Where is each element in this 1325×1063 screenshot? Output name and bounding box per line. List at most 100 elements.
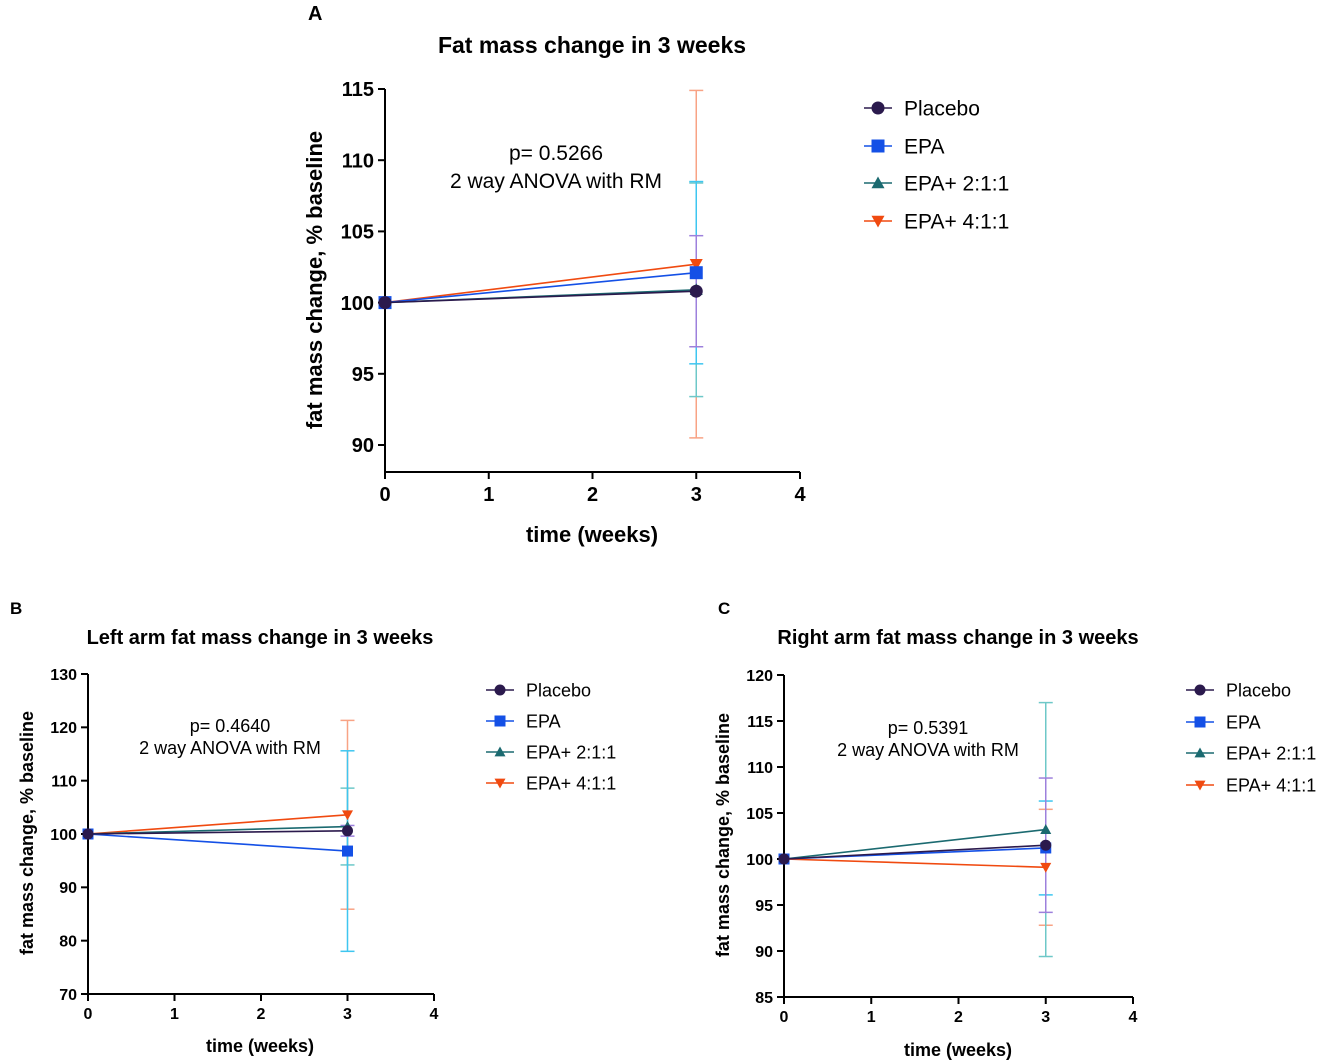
legend-marker [1194, 780, 1206, 791]
legend-label: EPA [1226, 712, 1261, 732]
legend-label: EPA+ 4:1:1 [526, 773, 616, 793]
legend-label: Placebo [526, 680, 591, 700]
panel-label: A [308, 3, 322, 25]
y-tick-label: 95 [352, 364, 374, 386]
x-tick-label: 0 [84, 1006, 93, 1023]
chart-title: Fat mass change in 3 weeks [438, 32, 746, 58]
legend-label: EPA+ 2:1:1 [526, 742, 616, 762]
p-value-annotation: p= 0.5391 [888, 718, 969, 738]
data-point [342, 825, 353, 837]
series-line [783, 844, 1046, 860]
y-tick-label: 130 [50, 667, 77, 684]
x-tick-label: 1 [170, 1006, 179, 1023]
legend-item: EPA+ 2:1:1 [864, 173, 1009, 196]
x-tick-label: 4 [794, 484, 806, 506]
p-value-annotation: p= 0.4640 [190, 716, 271, 736]
legend-item: Placebo [1186, 680, 1291, 700]
y-tick-label: 105 [746, 806, 773, 823]
x-tick-label: 4 [430, 1006, 439, 1023]
chart-title: Left arm fat mass change in 3 weeks [87, 627, 434, 649]
data-point [342, 810, 353, 821]
legend-item: Placebo [864, 98, 980, 121]
test-annotation: 2 way ANOVA with RM [450, 170, 662, 193]
legend-label: Placebo [1226, 680, 1291, 700]
legend-marker [871, 139, 885, 153]
series-line [384, 263, 697, 304]
y-tick-label: 100 [341, 293, 374, 315]
series-line [384, 290, 697, 304]
legend-marker [494, 715, 506, 727]
y-tick-label: 90 [755, 944, 773, 961]
series-line [783, 828, 1046, 860]
legend-item: EPA [864, 136, 944, 159]
legend-item: EPA [486, 711, 561, 731]
y-tick-label: 85 [755, 990, 773, 1007]
panel-label: B [10, 599, 22, 618]
y-tick-label: 110 [342, 150, 374, 172]
y-tick-label: 80 [59, 933, 77, 950]
y-tick-label: 100 [746, 852, 773, 869]
data-point [1040, 839, 1052, 851]
legend-label: EPA+ 2:1:1 [1226, 743, 1316, 763]
legend-marker [494, 746, 506, 757]
legend-marker [871, 176, 885, 189]
legend-item: Placebo [486, 680, 591, 700]
legend-item: EPA+ 4:1:1 [486, 773, 616, 793]
y-axis-label: fat mass change, % baseline [713, 713, 733, 957]
data-point [689, 266, 703, 280]
y-axis-label: fat mass change, % baseline [17, 711, 37, 955]
legend-marker [1194, 684, 1206, 696]
x-tick-label: 3 [343, 1006, 352, 1023]
legend-item: EPA+ 2:1:1 [486, 742, 616, 762]
legend-item: EPA+ 2:1:1 [1186, 743, 1316, 763]
legend-marker [871, 101, 885, 115]
panel-label: C [718, 599, 730, 618]
y-tick-label: 90 [352, 435, 374, 457]
x-tick-label: 1 [867, 1009, 876, 1026]
panel-a: A Fat mass change in 3 weeks 90 95 100 105 110… [302, 3, 1009, 547]
legend-marker [494, 684, 506, 696]
legend-marker [1194, 716, 1206, 728]
data-point [689, 258, 703, 271]
legend-label: EPA+ 4:1:1 [904, 211, 1009, 234]
legend-label: EPA [904, 136, 944, 159]
x-tick-label: 2 [954, 1009, 963, 1026]
x-axis-label: time (weeks) [904, 1040, 1012, 1060]
x-tick-label: 0 [780, 1009, 789, 1026]
x-tick-label: 1 [483, 484, 494, 506]
chart-title: Right arm fat mass change in 3 weeks [777, 627, 1138, 649]
y-axis-label: fat mass change, % baseline [302, 131, 327, 429]
data-point [378, 296, 392, 310]
y-tick-label: 120 [746, 668, 773, 685]
p-value-annotation: p= 0.5266 [509, 142, 603, 165]
y-tick-label: 110 [747, 760, 773, 777]
legend-marker [871, 215, 885, 228]
series-line [87, 830, 348, 835]
legend-label: EPA [526, 711, 561, 731]
y-tick-label: 115 [747, 714, 773, 731]
data-point [689, 284, 703, 298]
panel-b: B Left arm fat mass change in 3 weeks 70 80… [10, 599, 616, 1056]
y-tick-label: 95 [755, 898, 773, 915]
data-point [1040, 862, 1052, 873]
y-tick-label: 100 [50, 827, 77, 844]
x-axis-label: time (weeks) [206, 1036, 314, 1056]
legend-label: EPA+ 4:1:1 [1226, 775, 1316, 795]
y-tick-label: 105 [341, 222, 374, 244]
data-point [1040, 824, 1052, 834]
data-point [778, 853, 790, 865]
x-tick-label: 3 [691, 484, 702, 506]
x-tick-label: 2 [587, 484, 598, 506]
legend-item: EPA+ 4:1:1 [1186, 775, 1316, 795]
legend-label: EPA+ 2:1:1 [904, 173, 1009, 196]
legend-label: Placebo [904, 98, 980, 121]
legend-item: EPA [1186, 712, 1261, 732]
data-point [82, 828, 94, 840]
y-tick-label: 70 [59, 987, 77, 1004]
y-tick-label: 110 [51, 773, 77, 790]
legend-marker [494, 778, 506, 789]
data-point [342, 845, 353, 857]
y-tick-label: 115 [342, 79, 374, 101]
series-line [87, 833, 348, 852]
